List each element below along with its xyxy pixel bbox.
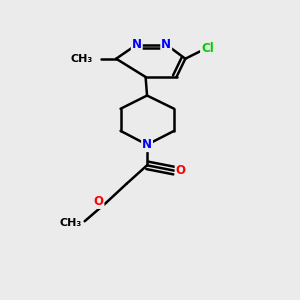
Text: O: O (176, 164, 186, 177)
Text: N: N (142, 138, 152, 151)
Text: CH₃: CH₃ (59, 218, 82, 228)
Text: N: N (161, 38, 171, 51)
Text: CH₃: CH₃ (70, 54, 93, 64)
Text: O: O (94, 195, 103, 208)
Text: Cl: Cl (201, 42, 214, 55)
Text: N: N (132, 38, 142, 51)
